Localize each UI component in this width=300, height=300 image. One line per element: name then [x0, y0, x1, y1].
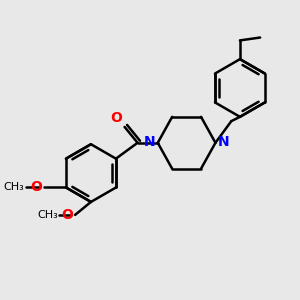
Text: N: N [144, 135, 155, 149]
Text: O: O [110, 112, 122, 125]
Text: CH₃: CH₃ [37, 210, 58, 220]
Text: O: O [30, 181, 42, 194]
Text: N: N [218, 135, 230, 149]
Text: O: O [61, 208, 73, 222]
Text: CH₃: CH₃ [3, 182, 24, 193]
